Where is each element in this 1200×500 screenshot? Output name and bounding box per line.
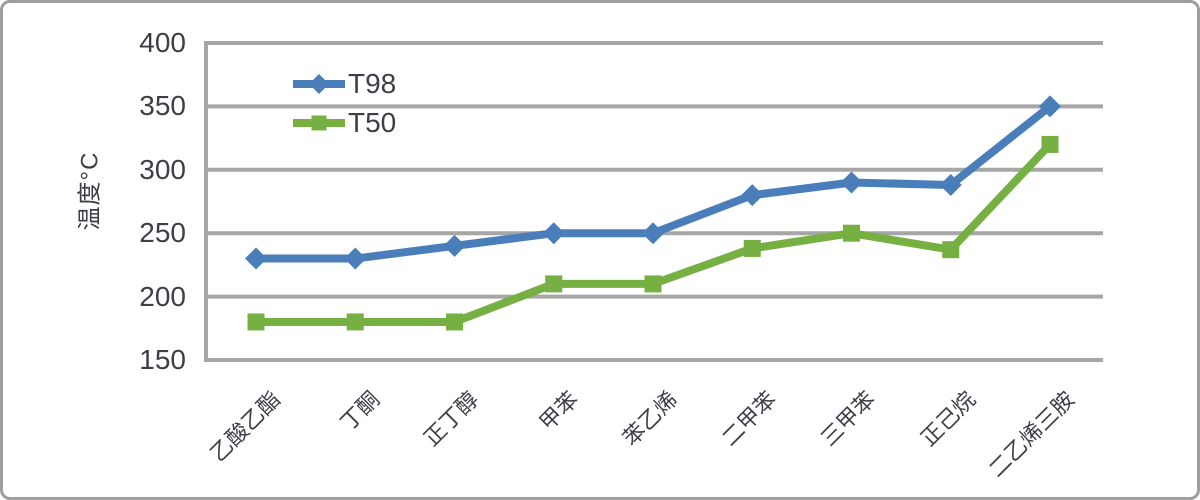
y-tick-200: 200: [139, 280, 186, 312]
marker-T50-丁酮: [346, 313, 364, 331]
marker-T50-正己烷: [942, 241, 960, 259]
marker-T98-甲苯: [542, 222, 565, 245]
y-tick-400: 400: [139, 27, 186, 58]
legend-item-t50: T50: [293, 107, 397, 138]
legend-item-t98: T98: [293, 68, 397, 99]
marker-T50-正丁醇: [446, 313, 463, 331]
marker-T98-丁酮: [344, 247, 367, 270]
plot-area: [204, 41, 1103, 362]
marker-T98-二乙烯三胺: [1039, 95, 1061, 118]
t98-line-diamond-icon: [293, 74, 345, 94]
marker-T98-二甲苯: [741, 184, 764, 207]
marker-T98-乙酸乙酯: [245, 247, 267, 270]
y-tick-250: 250: [139, 217, 186, 249]
marker-T98-苯乙烯: [642, 222, 664, 245]
marker-T98-正己烷: [939, 174, 962, 197]
marker-T50-二乙烯三胺: [1041, 135, 1059, 153]
marker-T50-苯乙烯: [644, 275, 662, 293]
legend-label-t50: T50: [348, 107, 397, 138]
marker-T98-正丁醇: [443, 234, 466, 257]
marker-T50-二甲苯: [743, 239, 761, 257]
y-tick-350: 350: [139, 90, 186, 122]
marker-T50-三甲苯: [843, 224, 860, 242]
marker-T50-乙酸乙酯: [247, 313, 265, 331]
marker-T50-甲苯: [545, 275, 563, 293]
marker-T98-三甲苯: [840, 171, 863, 194]
y-tick-300: 300: [139, 153, 186, 185]
t50-line-square-icon: [293, 115, 345, 131]
y-tick-150: 150: [139, 344, 186, 375]
legend-label-t98: T98: [348, 68, 397, 99]
